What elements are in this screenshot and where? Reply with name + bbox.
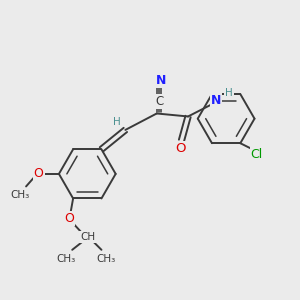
Text: C: C bbox=[155, 95, 163, 108]
Text: CH: CH bbox=[80, 232, 95, 242]
Text: CH₃: CH₃ bbox=[57, 254, 76, 264]
Text: H: H bbox=[112, 117, 120, 128]
Text: N: N bbox=[155, 74, 166, 87]
Text: O: O bbox=[64, 212, 74, 225]
Text: O: O bbox=[176, 142, 186, 155]
Text: Cl: Cl bbox=[250, 148, 263, 161]
Text: CH₃: CH₃ bbox=[96, 254, 116, 264]
Text: CH₃: CH₃ bbox=[11, 190, 30, 200]
Text: H: H bbox=[225, 88, 233, 98]
Text: O: O bbox=[34, 167, 44, 180]
Text: N: N bbox=[211, 94, 221, 107]
